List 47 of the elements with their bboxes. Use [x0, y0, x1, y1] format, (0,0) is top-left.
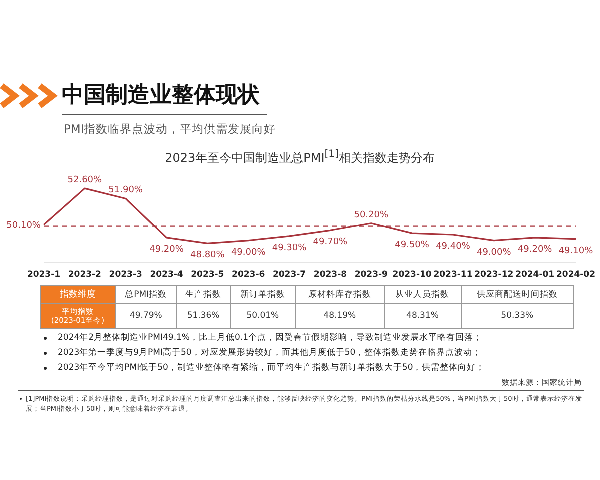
text: 51.36%	[187, 311, 220, 321]
data-label: 49.00%	[476, 248, 512, 258]
x-tick-label: 2023-5	[191, 270, 224, 280]
data-label: 52.60%	[68, 176, 103, 186]
text: 指数维度	[40, 286, 116, 304]
category-label: 从业人员指数	[384, 286, 462, 304]
data-label: 49.00%	[231, 248, 266, 258]
x-tick-label: 2023-6	[232, 270, 266, 280]
data-label: 50.10%	[6, 220, 42, 231]
data-label: 49.20%	[518, 244, 553, 255]
text: 49.79%	[130, 311, 162, 321]
x-tick-label: 2024-02	[556, 270, 596, 280]
x-tick-label: 2023-9	[354, 270, 388, 280]
data-label: 49.20%	[150, 244, 184, 255]
x-tick-label: 2023-1	[27, 270, 61, 280]
text: 50.33%	[501, 311, 534, 321]
text: 48.31%	[406, 311, 439, 321]
text: 2024年2月整体制造业PMI49.1%，比上月低0.1个点，因受春节假期影响，导致制造业发展水平略有回落；	[58, 333, 483, 343]
text: 2023年第一季度与9月PMI高于50，对应发展形势较好，而其他月度低于50，整体指数走势在临界点波动；	[58, 348, 482, 358]
x-tick-label: 2023-12	[474, 270, 514, 280]
data-label: 49.50%	[395, 240, 430, 251]
data-label: 49.30%	[272, 243, 308, 254]
x-tick-label: 2024-01	[516, 270, 555, 280]
x-tick-label: 2023-10	[392, 270, 432, 280]
text: 中国制造业整体现状	[62, 80, 267, 115]
category-label: 原材料库存指数	[296, 286, 384, 304]
data-label: 50.20%	[354, 210, 389, 220]
data-label: 51.90%	[108, 186, 144, 196]
category-label: 生产指数	[176, 286, 230, 304]
data-label: 49.40%	[436, 242, 471, 252]
data-label: 49.10%	[558, 246, 594, 256]
category-label: 新订单指数	[230, 286, 296, 304]
data-label: 48.80%	[190, 250, 226, 261]
text: 2023年至今平均PMI低于50，制造业整体略有紧缩，而平均生产指数与新订单指数大于50，供需整体向好；	[58, 363, 486, 373]
x-tick-label: 2023-11	[434, 270, 473, 280]
text: 48.19%	[324, 311, 356, 321]
data-label: 49.70%	[313, 238, 348, 248]
x-tick-label: 2023-2	[68, 270, 102, 280]
chart-title: 2023年至今中国制造业总PMI$^{[1]}$相关指数走势分布	[164, 149, 436, 167]
category-label: 供应商配送时间指数	[461, 286, 574, 304]
text: PMI指数临界点波动，平均供需发展向好	[64, 122, 276, 137]
category-label: 总PMI指数	[116, 286, 177, 304]
x-tick-label: 2023-4	[150, 270, 184, 280]
x-tick-label: 2023-8	[314, 270, 348, 280]
text: 50.01%	[246, 311, 280, 321]
x-tick-label: 2023-7	[272, 270, 306, 280]
x-tick-label: 2023-3	[109, 270, 142, 280]
